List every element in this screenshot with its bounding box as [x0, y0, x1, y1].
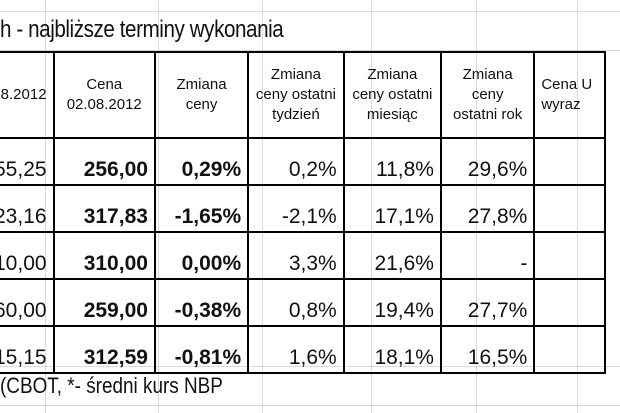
- table-cell[interactable]: 21,6%: [342, 231, 442, 280]
- table-cell[interactable]: [533, 325, 606, 374]
- table-cell[interactable]: [533, 231, 606, 280]
- table-cell[interactable]: 29,6%: [439, 137, 536, 186]
- table-cell[interactable]: -0,81%: [153, 325, 250, 374]
- table-cell[interactable]: 259,00: [52, 278, 156, 327]
- header-cell[interactable]: Zmiana ceny ostatni miesiąc: [342, 51, 442, 139]
- header-cell[interactable]: 8.2012: [0, 51, 55, 139]
- table-cell[interactable]: 0,8%: [247, 278, 345, 327]
- table-cell[interactable]: -2,1%: [247, 184, 345, 233]
- header-cell[interactable]: Zmiana ceny: [153, 51, 250, 139]
- table-cell[interactable]: 1,6%: [247, 325, 345, 374]
- table-cell[interactable]: 10,00: [0, 231, 55, 280]
- table-cell[interactable]: 0,00%: [153, 231, 250, 280]
- table-cell[interactable]: 18,1%: [342, 325, 442, 374]
- table-cell[interactable]: 17,1%: [342, 184, 442, 233]
- header-cell[interactable]: Zmiana ceny ostatni rok: [439, 51, 536, 139]
- table-row: 23,16 317,83 -1,65% -2,1% 17,1% 27,8%: [0, 184, 606, 233]
- table-cell[interactable]: 60,00: [0, 278, 55, 327]
- header-cell[interactable]: Cena U wyraz: [533, 51, 606, 139]
- table-cell[interactable]: 3,3%: [247, 231, 345, 280]
- table-cell[interactable]: 310,00: [52, 231, 156, 280]
- table-cell[interactable]: 11,8%: [342, 137, 442, 186]
- table-cell[interactable]: [533, 137, 606, 186]
- table-cell[interactable]: 256,00: [52, 137, 156, 186]
- table-cell[interactable]: 312,59: [52, 325, 156, 374]
- footnote: (CBOT, *- średni kurs NBP: [0, 373, 223, 398]
- table-cell[interactable]: -1,65%: [153, 184, 250, 233]
- header-cell[interactable]: Cena 02.08.2012: [52, 51, 156, 139]
- table-cell[interactable]: [533, 278, 606, 327]
- table-cell[interactable]: -0,38%: [153, 278, 250, 327]
- table-row: 55,25 256,00 0,29% 0,2% 11,8% 29,6%: [0, 137, 606, 186]
- table-cell[interactable]: 317,83: [52, 184, 156, 233]
- price-table: 8.2012 Cena 02.08.2012 Zmiana ceny Zmian…: [0, 51, 606, 374]
- table-cell[interactable]: [533, 184, 606, 233]
- table-header-row: 8.2012 Cena 02.08.2012 Zmiana ceny Zmian…: [0, 51, 606, 139]
- sheet-title: h - najbliższe terminy wykonania: [0, 16, 284, 43]
- table-cell[interactable]: 27,8%: [439, 184, 536, 233]
- table-row: 10,00 310,00 0,00% 3,3% 21,6% -: [0, 231, 606, 280]
- table-cell[interactable]: 23,16: [0, 184, 55, 233]
- header-cell[interactable]: Zmiana ceny ostatni tydzień: [247, 51, 345, 139]
- table-row: 15,15 312,59 -0,81% 1,6% 18,1% 16,5%: [0, 325, 606, 374]
- table-cell[interactable]: 15,15: [0, 325, 55, 374]
- table-cell[interactable]: 55,25: [0, 137, 55, 186]
- table-cell[interactable]: 16,5%: [439, 325, 536, 374]
- table-cell[interactable]: 27,7%: [439, 278, 536, 327]
- table-cell[interactable]: 0,29%: [153, 137, 250, 186]
- table-cell[interactable]: -: [439, 231, 536, 280]
- table-cell[interactable]: 0,2%: [247, 137, 345, 186]
- table-row: 60,00 259,00 -0,38% 0,8% 19,4% 27,7%: [0, 278, 606, 327]
- table-cell[interactable]: 19,4%: [342, 278, 442, 327]
